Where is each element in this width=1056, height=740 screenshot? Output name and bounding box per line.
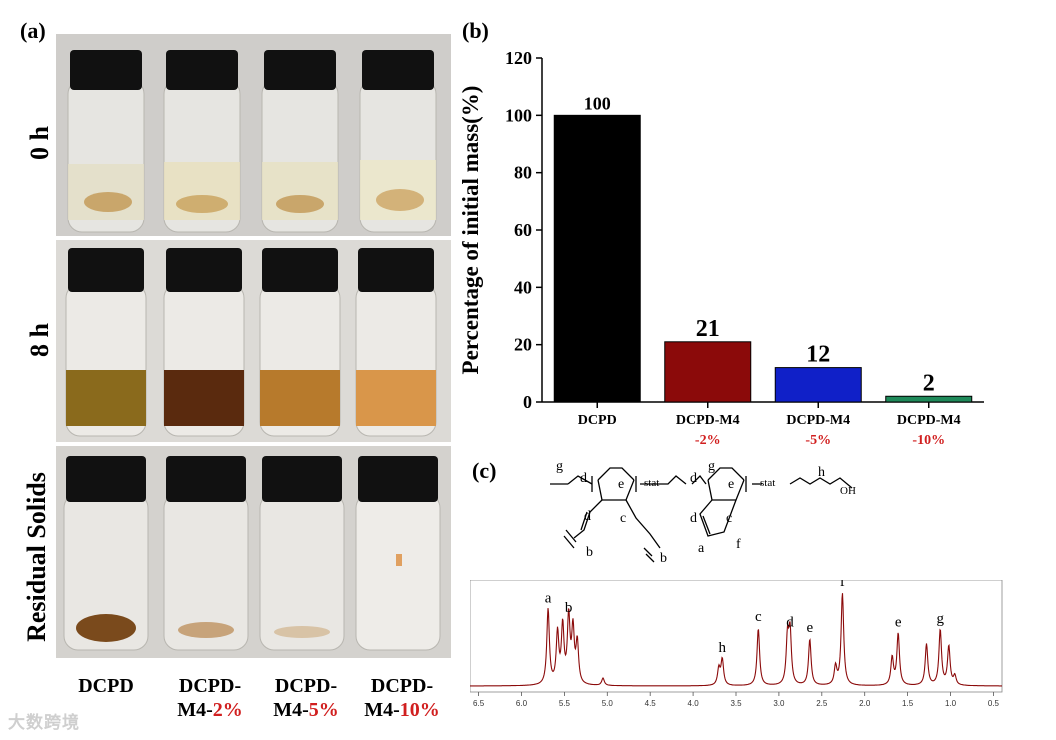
structure-letter: d	[690, 471, 697, 486]
chemical-structure: g d e d c b g d e d c a f b h stat stat …	[550, 459, 856, 566]
y-tick-label: 60	[514, 220, 532, 240]
sample-caption-2: DCPD- M4-2%	[177, 675, 243, 721]
y-tick-label: 40	[514, 277, 532, 297]
x-tick-label: 3.5	[730, 699, 742, 708]
watermark: 大数跨境	[8, 713, 80, 733]
vials-8h-image	[65, 248, 437, 437]
nmr-spectrum: 6.5 6.0 5.5 5.0 4.5 4.0 3.5 3.0 2.5 2.0 1.5 1.0 0.5 a…	[470, 580, 1003, 708]
oh-label: OH	[840, 485, 856, 497]
x-tick-sublabel: -5%	[805, 433, 831, 448]
structure-letter: g	[708, 459, 715, 474]
bar	[553, 114, 641, 403]
panel-c-label: (c)	[472, 458, 497, 483]
peak-label: c	[755, 609, 762, 625]
photo-0h	[56, 34, 451, 236]
bar-value-label: 100	[584, 93, 611, 113]
x-tick-label: DCPD-M4	[897, 413, 961, 428]
vial-0h-2	[163, 50, 241, 233]
x-tick-label: 4.0	[688, 699, 700, 708]
photo-residual	[56, 446, 451, 658]
vial-res-2	[163, 456, 249, 651]
x-tick-label: 1.5	[902, 699, 914, 708]
structure-letter: d	[580, 471, 587, 486]
panel-b-label: (b)	[462, 18, 489, 43]
structure-bonds	[550, 467, 853, 563]
peak-label: f	[840, 580, 845, 590]
structure-letter: g	[556, 459, 563, 474]
bar-value-label: 21	[696, 316, 720, 342]
x-tick-label: 4.5	[645, 699, 657, 708]
x-tick-label: DCPD-M4	[676, 413, 740, 428]
structure-letter: e	[618, 477, 624, 492]
vial-res-3	[259, 456, 345, 651]
peak-label: e	[806, 620, 813, 636]
y-axis-label: Percentage of initial mass(%)	[458, 86, 483, 375]
x-tick-sublabel: -10%	[912, 433, 945, 448]
y-tick-label: 0	[523, 392, 532, 412]
sample-caption-1: DCPD	[78, 675, 134, 697]
vial-8h-4	[355, 248, 437, 437]
vials-residual-image	[63, 456, 441, 651]
bar	[885, 395, 973, 403]
x-tick-label: 2.0	[859, 699, 871, 708]
peak-label: g	[936, 611, 944, 627]
peak-label: e	[895, 614, 902, 630]
structure-letter: c	[620, 511, 626, 526]
row-label-0h: 0 h	[25, 126, 54, 160]
bar	[664, 341, 752, 403]
vials-0h-image	[67, 50, 437, 233]
x-tick-label: DCPD-M4	[786, 413, 850, 428]
y-tick-label: 100	[505, 105, 532, 125]
peak-label: h	[719, 640, 727, 656]
structure-letter: d	[690, 511, 697, 526]
bar-chart: 0 20 40 60 80 100 120 Percentage of initial mas…	[458, 48, 984, 448]
vial-res-1	[63, 456, 149, 651]
peak-label: a	[545, 591, 552, 607]
x-tick-label: 5.0	[602, 699, 614, 708]
peak-label: d	[786, 614, 794, 630]
spectrum-line	[470, 593, 1002, 687]
structure-letter: d	[584, 509, 591, 524]
bar-value-label: 12	[806, 342, 830, 368]
structure-letter: e	[728, 477, 734, 492]
structure-letter: f	[736, 537, 741, 552]
x-tick-label: 0.5	[988, 699, 1000, 708]
structure-letter: b	[660, 551, 667, 566]
row-label-8h: 8 h	[25, 323, 54, 357]
row-label-residual: Residual Solids	[22, 472, 51, 642]
sample-caption-4: DCPD- M4-10%	[364, 675, 440, 721]
peak-label: b	[565, 600, 573, 616]
panel-a-label: (a)	[20, 18, 46, 43]
x-tick-sublabel: -2%	[695, 433, 721, 448]
y-tick-label: 80	[514, 163, 532, 183]
vial-0h-1	[67, 50, 145, 233]
stat-label: stat	[760, 477, 775, 489]
bar	[774, 367, 862, 403]
structure-letter: a	[698, 541, 705, 556]
sample-caption-3: DCPD- M4-5%	[273, 675, 339, 721]
vial-8h-1	[65, 248, 147, 437]
photo-8h	[56, 240, 451, 442]
x-tick-label: 5.5	[559, 699, 571, 708]
structure-letter: h	[818, 465, 825, 480]
x-tick-label: 6.0	[516, 699, 528, 708]
vial-res-4	[355, 456, 441, 651]
x-tick-label: 2.5	[816, 699, 828, 708]
vial-0h-4	[359, 50, 437, 233]
structure-labels: g d e d c b g d e d c a f b h stat stat …	[556, 459, 856, 566]
x-tick-label: 1.0	[945, 699, 957, 708]
vial-8h-2	[163, 248, 245, 437]
x-tick-label: 3.0	[773, 699, 785, 708]
vial-0h-3	[261, 50, 339, 233]
x-tick-label: 6.5	[473, 699, 485, 708]
stat-label: stat	[644, 477, 659, 489]
structure-letter: c	[726, 511, 732, 526]
y-tick-label: 120	[505, 48, 532, 68]
x-tick-label: DCPD	[578, 413, 617, 428]
structure-letter: b	[586, 545, 593, 560]
vial-8h-3	[259, 248, 341, 437]
bar-value-label: 2	[923, 370, 935, 396]
y-tick-label: 20	[514, 335, 532, 355]
